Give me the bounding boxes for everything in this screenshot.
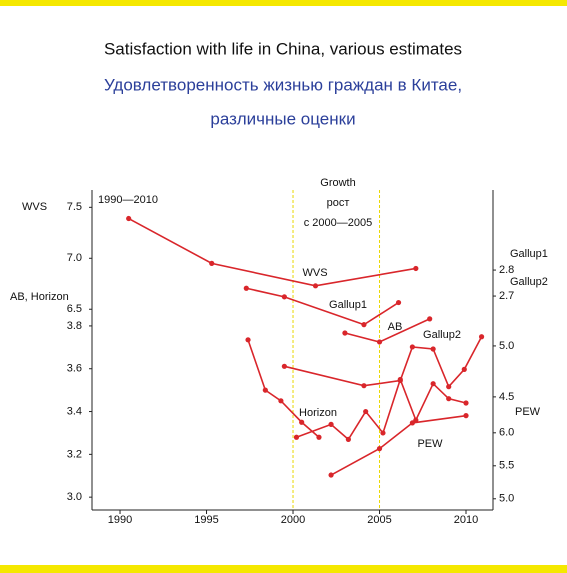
period-label: рост xyxy=(327,197,350,209)
y-tick-label: 6.5 xyxy=(67,303,82,315)
data-point xyxy=(262,387,268,393)
series-label: PEW xyxy=(417,438,443,450)
data-point xyxy=(430,346,436,352)
series-line xyxy=(247,339,467,441)
y-tick-label: 5.0 xyxy=(499,340,514,352)
data-point xyxy=(281,363,287,369)
y-tick-label: 7.5 xyxy=(67,201,82,213)
x-tick-label: 2010 xyxy=(454,514,478,526)
y-tick-label: 2.7 xyxy=(499,290,514,302)
data-point xyxy=(376,446,383,452)
data-point xyxy=(312,283,319,289)
y-tick-label: 6.0 xyxy=(499,427,514,439)
chart-subtitle: Удовлетворенность жизнью граждан в Китае… xyxy=(104,75,462,94)
x-tick-label: 2000 xyxy=(281,514,305,526)
y-tick-label: 5.0 xyxy=(499,493,514,505)
data-point xyxy=(397,376,403,383)
x-tick-label: 1990 xyxy=(108,514,132,526)
data-point xyxy=(361,383,367,389)
data-point xyxy=(328,472,334,478)
series-line xyxy=(330,414,467,476)
data-point xyxy=(345,436,351,442)
chart-subtitle: различные оценки xyxy=(210,109,355,128)
data-point xyxy=(278,398,284,404)
data-point xyxy=(245,337,251,343)
data-point xyxy=(463,400,469,406)
axis-name: AB, Horizon xyxy=(10,291,69,303)
data-point xyxy=(380,430,386,436)
y-tick-label: 3.0 xyxy=(67,491,82,503)
axis-name: PEW xyxy=(515,406,541,418)
chart-title: Satisfaction with life in China, various… xyxy=(104,39,462,58)
y-tick-label: 2.8 xyxy=(499,264,514,276)
data-point xyxy=(209,260,215,266)
data-point xyxy=(376,339,383,345)
period-label: с 2000—2005 xyxy=(304,217,373,229)
data-point xyxy=(413,417,419,423)
axis-name: Gallup1 xyxy=(510,248,548,260)
series-label: Gallup1 xyxy=(329,299,367,311)
series-line xyxy=(246,287,399,326)
range-label: 1990—2010 xyxy=(98,194,158,206)
x-tick-label: 2005 xyxy=(367,514,391,526)
data-point xyxy=(342,330,348,336)
data-point xyxy=(430,381,436,387)
data-point xyxy=(361,322,367,328)
top-band xyxy=(0,0,567,6)
series-label: AB xyxy=(388,321,403,333)
series-label: WVS xyxy=(302,267,327,279)
series-line xyxy=(128,217,416,287)
data-point xyxy=(446,384,452,390)
data-point xyxy=(413,265,419,272)
y-tick-label: 3.8 xyxy=(67,320,82,332)
series-label: Gallup2 xyxy=(423,329,461,341)
y-tick-label: 7.0 xyxy=(67,252,82,264)
data-point xyxy=(395,299,402,306)
data-point xyxy=(409,344,415,350)
y-tick-label: 4.5 xyxy=(499,391,514,403)
data-point xyxy=(281,294,287,300)
data-point xyxy=(478,334,485,340)
data-point xyxy=(243,285,249,291)
data-point xyxy=(299,419,305,425)
axis-name: Gallup2 xyxy=(510,276,548,288)
y-tick-label: 3.2 xyxy=(67,448,82,460)
y-tick-label: 3.6 xyxy=(67,363,82,375)
x-tick-label: 1995 xyxy=(194,514,218,526)
axis-name: WVS xyxy=(22,201,47,213)
bottom-band xyxy=(0,565,567,573)
data-point xyxy=(126,215,132,222)
series-label: Horizon xyxy=(299,407,337,419)
period-label: Growth xyxy=(320,177,355,189)
data-point xyxy=(463,413,469,419)
y-tick-label: 3.4 xyxy=(67,405,82,417)
data-point xyxy=(363,408,369,415)
data-point xyxy=(328,421,334,427)
data-point xyxy=(293,434,300,440)
data-point xyxy=(446,396,452,402)
series-line xyxy=(284,336,483,389)
data-point xyxy=(409,420,415,426)
data-point xyxy=(427,316,433,322)
data-point xyxy=(316,434,322,440)
data-point xyxy=(461,366,467,372)
y-tick-label: 5.5 xyxy=(499,460,514,472)
